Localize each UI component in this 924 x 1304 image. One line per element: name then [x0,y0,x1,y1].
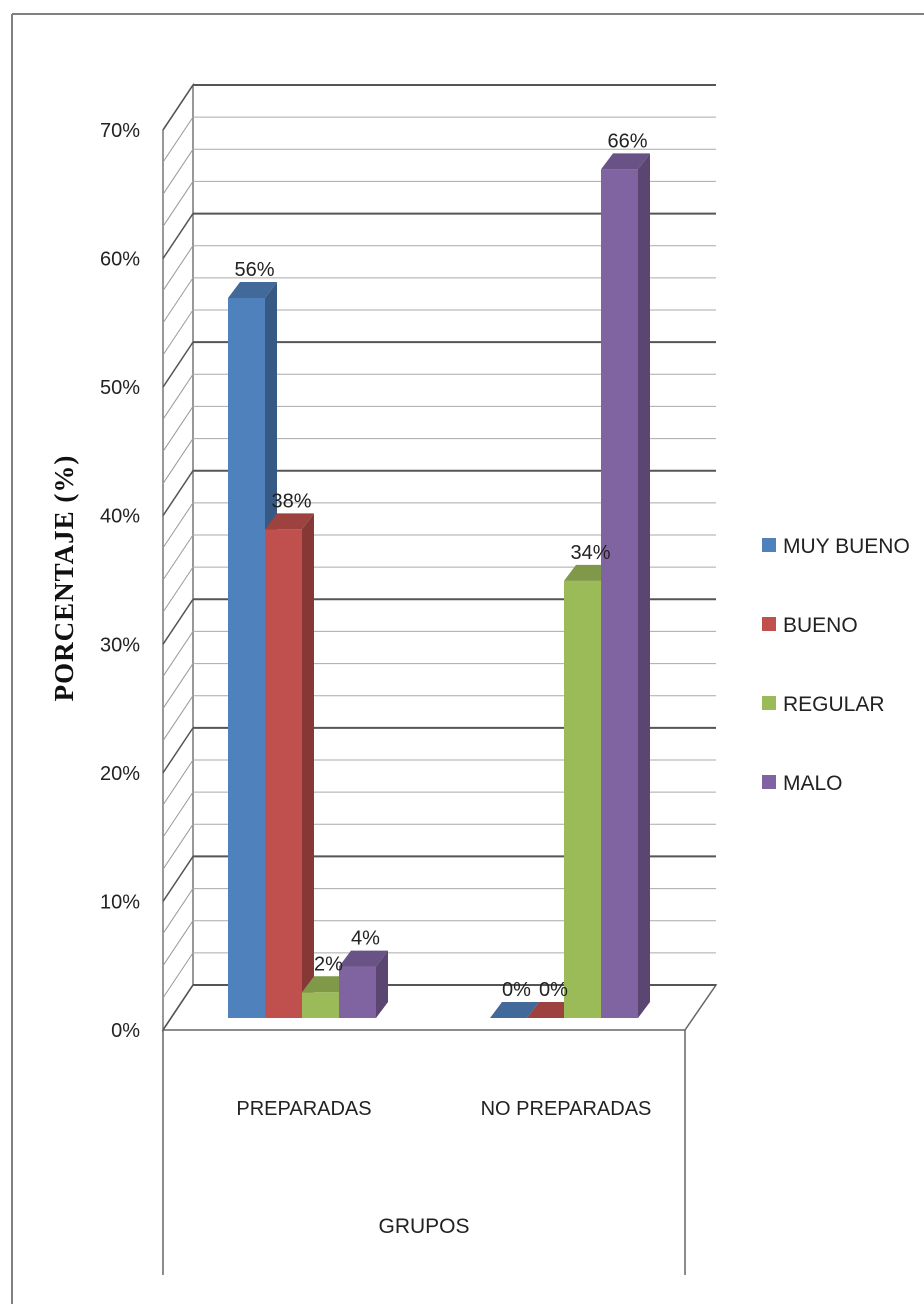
gridline-depth [162,824,194,870]
bar-top [339,950,388,967]
legend-swatch [762,538,776,552]
bar [265,513,314,1018]
bar-top [490,1002,539,1018]
bar [339,950,388,1018]
gridline-depth [162,598,194,645]
legend-label: MALO [783,772,843,795]
gridline-depth [162,181,194,227]
bar [601,153,650,1018]
y-tick-label: 40% [100,506,140,528]
gridline-depth [162,952,194,999]
bar-top [601,153,650,170]
legend-label: BUENO [783,614,858,637]
gridline-depth [162,245,194,291]
category-label: PREPARADAS [236,1098,371,1120]
category-label: NO PREPARADAS [481,1098,652,1120]
bar-top [302,976,351,993]
gridline-depth [162,534,194,581]
bar-top [564,564,613,581]
data-label: 2% [314,953,343,975]
gridline-depth [162,470,194,517]
bar-top [228,282,277,298]
bar-front [302,992,339,1018]
y-tick-label: 70% [100,120,140,142]
data-label: 0% [539,979,568,1001]
bars [228,153,650,1018]
gridline-depth [162,116,194,163]
legend-swatch [762,696,776,710]
bar-front [601,169,638,1018]
legend-label: REGULAR [783,693,885,716]
gridline-depth [162,759,194,806]
legend: MUY BUENO BUENO REGULAR MALO [762,535,910,795]
gridline-depth [162,149,194,195]
bar-front [265,529,302,1018]
legend-swatch [762,617,776,631]
y-tick-label: 0% [111,1020,140,1042]
gridline-depth [162,84,194,131]
gridline-depth [162,277,194,324]
y-tick-label: 10% [100,891,140,913]
gridline-depth [162,663,194,709]
y-tick-label: 20% [100,763,140,785]
gridline-depth [162,631,194,677]
gridline-depth [162,920,194,966]
legend-swatch [762,775,776,789]
bar-top [265,513,314,530]
bar [527,1002,576,1018]
gridline-depth [162,502,194,549]
labels: 0% 10% 20% 30% 40% 50% 60% 70% 56% 38% 2% 4% PREPARA… [49,120,651,1238]
gridline-depth [162,309,194,356]
bar-front [228,298,265,1018]
y-tick-label: 30% [100,634,140,656]
gridline-depth [162,374,194,420]
data-label: 34% [570,542,610,564]
gridline-depth [162,566,194,613]
bar-front [339,966,376,1018]
y-tick-label: 50% [100,377,140,399]
frame-layer [11,13,924,1304]
gridline-depth [162,888,194,934]
y-axis-title: PORCENTAJE (%) [49,455,79,702]
gridline-depth [162,791,194,838]
bar-side [638,153,650,1018]
data-label: 66% [607,130,647,152]
data-label: 4% [351,928,380,950]
gridline-depth [162,856,194,902]
data-label: 0% [502,979,531,1001]
gridline-depth [162,213,194,259]
bar-front [564,580,601,1018]
gridline-depth [162,341,194,388]
data-label: 56% [234,259,274,281]
gridline-depth [162,438,194,484]
gridline-depth [162,695,194,741]
x-axis-title: GRUPOS [378,1215,469,1238]
bar-side [302,513,314,1018]
bar [490,1002,539,1018]
gridline-depth [162,406,194,452]
bar-side [376,950,388,1018]
legend-label: MUY BUENO [783,535,910,558]
gridline-depth [162,727,194,774]
y-tick-label: 60% [100,249,140,271]
data-label: 38% [271,490,311,512]
bar-top [527,1002,576,1018]
gridline-depth [162,984,194,1031]
